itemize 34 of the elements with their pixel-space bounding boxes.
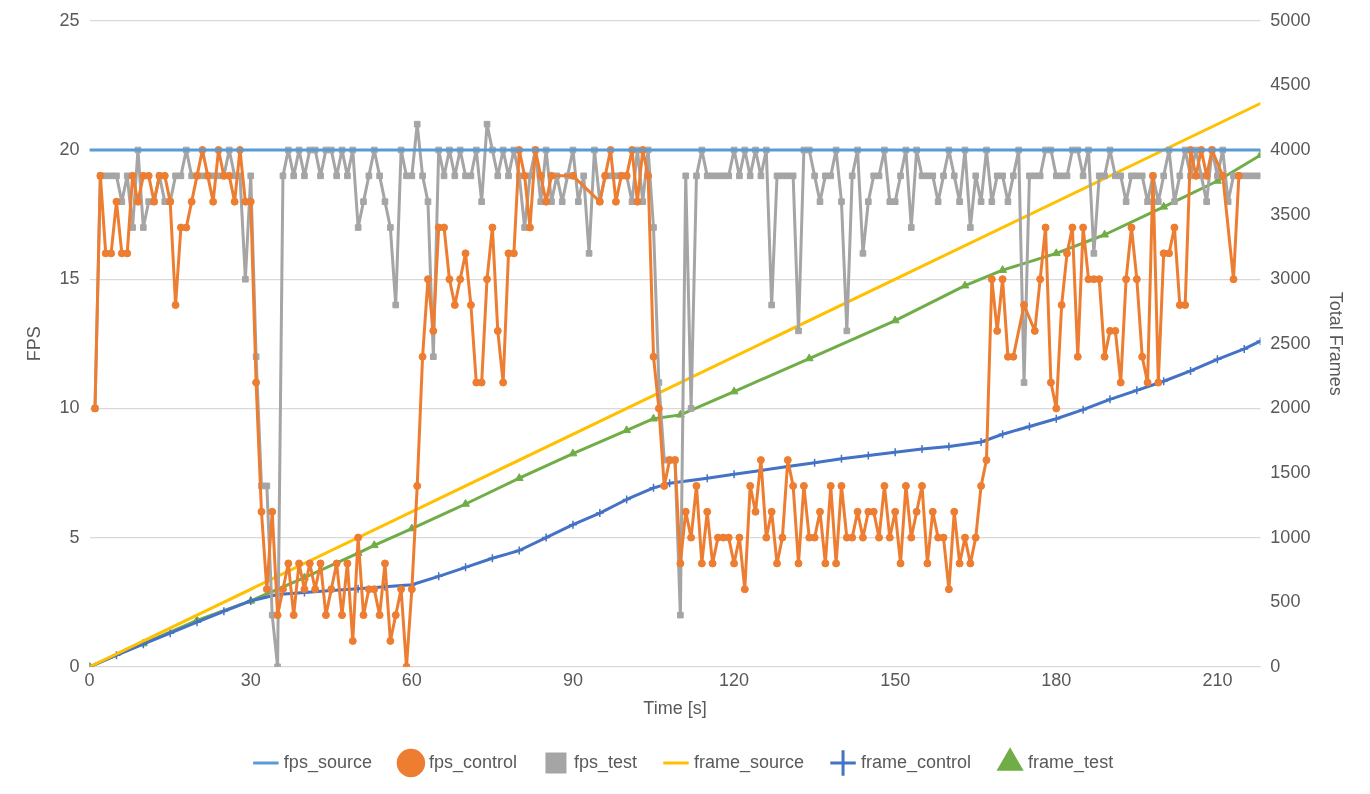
x-tick-label: 180 [1041,669,1072,690]
y-tick-label: 15 [59,268,80,289]
y2-tick-label: 0 [1270,655,1281,676]
y2-tick-label: 4000 [1270,138,1311,159]
legend-label: fps_source [283,751,372,773]
y2-tick-label: 2500 [1270,332,1311,353]
y-tick-label: 5 [69,526,80,547]
y2-axis-title: Total Frames [1326,291,1347,396]
y2-tick-label: 2000 [1270,397,1311,418]
y2-tick-label: 1000 [1270,526,1311,547]
y2-tick-label: 500 [1270,591,1301,612]
y2-tick-label: 4500 [1270,74,1311,95]
legend-label: frame_test [1028,751,1114,773]
y2-tick-label: 1500 [1270,461,1311,482]
legend-label: frame_control [861,751,972,773]
x-tick-label: 90 [562,669,583,690]
x-tick-label: 0 [84,669,95,690]
y-tick-label: 25 [59,9,80,30]
legend-label: fps_control [428,751,517,773]
x-tick-label: 30 [240,669,261,690]
y-tick-label: 0 [69,655,80,676]
legend-label: frame_source [694,751,805,773]
x-tick-label: 210 [1202,669,1233,690]
x-tick-label: 60 [401,669,422,690]
legend-label: fps_test [573,751,638,773]
y2-tick-label: 3500 [1270,203,1311,224]
x-axis-title: Time [s] [643,698,707,719]
y-tick-label: 10 [59,397,80,418]
y2-tick-label: 5000 [1270,9,1311,30]
x-tick-label: 150 [880,669,911,690]
x-tick-label: 120 [719,669,750,690]
y-axis-title: FPS [23,326,44,362]
y2-tick-label: 3000 [1270,268,1311,289]
y-tick-label: 20 [59,138,80,159]
